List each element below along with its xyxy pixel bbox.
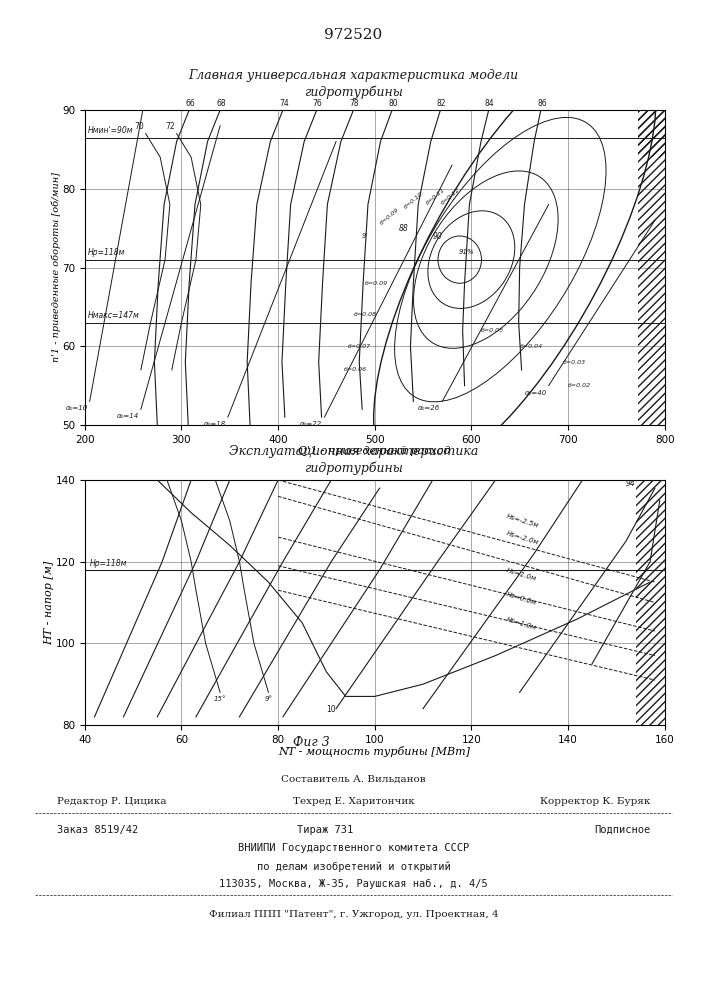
Text: Hs=0.0м: Hs=0.0м bbox=[505, 592, 537, 607]
Text: 113035, Москва, Ж-35, Раушская наб., д. 4/5: 113035, Москва, Ж-35, Раушская наб., д. … bbox=[219, 879, 488, 889]
Text: 94: 94 bbox=[626, 479, 636, 488]
Text: 88: 88 bbox=[399, 224, 409, 233]
Text: Нмакс=147м: Нмакс=147м bbox=[88, 311, 139, 320]
Text: 78: 78 bbox=[349, 99, 359, 108]
Text: Hs=1.0м: Hs=1.0м bbox=[505, 567, 537, 582]
Text: 9°: 9° bbox=[264, 696, 272, 702]
Bar bbox=[638, 106, 665, 157]
Text: 9': 9' bbox=[362, 233, 368, 239]
Text: α₀=40: α₀=40 bbox=[525, 390, 547, 396]
Text: гидротурбины: гидротурбины bbox=[304, 461, 403, 475]
Text: б=0.02: б=0.02 bbox=[568, 383, 591, 388]
Text: 93: 93 bbox=[544, 467, 554, 476]
Text: 91%: 91% bbox=[459, 249, 474, 255]
Text: Составитель А. Вильданов: Составитель А. Вильданов bbox=[281, 775, 426, 784]
Text: б=0.03: б=0.03 bbox=[563, 360, 586, 364]
Text: 86: 86 bbox=[537, 99, 547, 108]
Text: 66: 66 bbox=[185, 99, 195, 108]
Text: Редактор Р. Цицика: Редактор Р. Цицика bbox=[57, 797, 166, 806]
Y-axis label: HT - напор [м]: HT - напор [м] bbox=[44, 560, 54, 645]
Text: 72: 72 bbox=[165, 122, 175, 131]
Text: Филиал ППП "Патент", г. Ужгород, ул. Проектная, 4: Филиал ППП "Патент", г. Ужгород, ул. Про… bbox=[209, 910, 498, 919]
Text: Подписное: Подписное bbox=[594, 825, 650, 835]
Text: α₀=18: α₀=18 bbox=[204, 421, 226, 427]
Text: Hs=-2.0м: Hs=-2.0м bbox=[505, 530, 539, 545]
Text: Главная универсальная характеристика модели: Главная универсальная характеристика мод… bbox=[189, 68, 518, 82]
Text: Hs=-2.5м: Hs=-2.5м bbox=[505, 513, 539, 529]
Text: 90: 90 bbox=[298, 467, 307, 476]
Text: б=0.05: б=0.05 bbox=[481, 328, 504, 333]
Text: ВНИИПИ Государственного комитета СССР: ВНИИПИ Государственного комитета СССР bbox=[238, 843, 469, 853]
Text: 10: 10 bbox=[327, 705, 336, 714]
Text: 74: 74 bbox=[279, 99, 288, 108]
Text: 91: 91 bbox=[351, 467, 361, 476]
Bar bbox=[636, 480, 665, 725]
Text: 87: 87 bbox=[172, 467, 182, 476]
Text: Заказ 8519/42: Заказ 8519/42 bbox=[57, 825, 138, 835]
Text: 68: 68 bbox=[216, 99, 226, 108]
Y-axis label: n'1 - приведенные обороты [об/мин]: n'1 - приведенные обороты [об/мин] bbox=[51, 173, 61, 362]
Text: б=0.11: б=0.11 bbox=[425, 187, 446, 206]
Text: Техред Е. Харитончик: Техред Е. Харитончик bbox=[293, 797, 414, 806]
Text: α₀=14: α₀=14 bbox=[117, 413, 139, 419]
Text: α₀=26: α₀=26 bbox=[418, 405, 440, 411]
Text: гидротурбины: гидротурбины bbox=[304, 85, 403, 99]
Text: 88: 88 bbox=[211, 467, 220, 476]
Text: б=0.04: б=0.04 bbox=[520, 344, 543, 349]
Text: 8.9: 8.9 bbox=[249, 467, 261, 476]
Text: б=0.09: б=0.09 bbox=[380, 207, 400, 226]
Text: Нр=118м: Нр=118м bbox=[88, 248, 125, 257]
Text: б=0.12: б=0.12 bbox=[440, 187, 462, 206]
Text: 84: 84 bbox=[485, 99, 494, 108]
Text: 82: 82 bbox=[437, 99, 446, 108]
Text: 90: 90 bbox=[433, 232, 443, 241]
Text: 972520: 972520 bbox=[325, 28, 382, 42]
X-axis label: Q'1 - приведенный расход: Q'1 - приведенный расход bbox=[298, 446, 451, 456]
Text: Hs=1.0м: Hs=1.0м bbox=[505, 616, 537, 631]
Text: б=0.06: б=0.06 bbox=[344, 367, 367, 372]
Text: ηт 85%: ηт 85% bbox=[95, 467, 123, 476]
Text: α₀=10: α₀=10 bbox=[66, 405, 88, 411]
Text: α₀=22: α₀=22 bbox=[300, 421, 322, 427]
Text: Эксплуатационная характеристика: Эксплуатационная характеристика bbox=[229, 446, 478, 458]
Bar bbox=[638, 110, 665, 425]
Text: Нмин'=90м: Нмин'=90м bbox=[88, 126, 133, 135]
Text: 70: 70 bbox=[134, 122, 144, 131]
Text: по делам изобретений и открытий: по делам изобретений и открытий bbox=[257, 861, 450, 872]
Text: Тираж 731: Тираж 731 bbox=[297, 825, 354, 835]
Text: Нр=118м: Нр=118м bbox=[90, 559, 127, 568]
Text: Фиг 3: Фиг 3 bbox=[293, 736, 329, 748]
Text: б=0.08: б=0.08 bbox=[354, 312, 377, 317]
Text: б=0.07: б=0.07 bbox=[348, 344, 370, 349]
Text: 86: 86 bbox=[133, 467, 143, 476]
X-axis label: NT - мощность турбины [МВт]: NT - мощность турбины [МВт] bbox=[279, 746, 471, 757]
Text: 92: 92 bbox=[447, 467, 457, 476]
Text: Корректор К. Буряк: Корректор К. Буряк bbox=[540, 797, 650, 806]
Text: б=0.09: б=0.09 bbox=[365, 281, 388, 286]
Text: 15°: 15° bbox=[214, 696, 226, 702]
Text: б=0.10: б=0.10 bbox=[404, 191, 425, 210]
Text: 76: 76 bbox=[312, 99, 322, 108]
Text: 80: 80 bbox=[388, 99, 398, 108]
